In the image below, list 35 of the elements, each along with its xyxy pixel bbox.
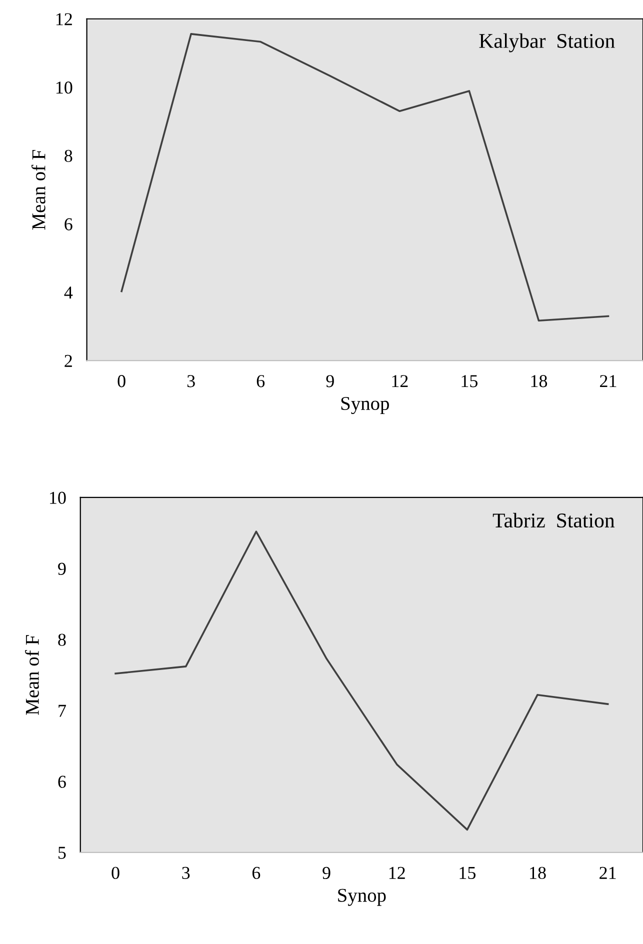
x-axis-title: Synop xyxy=(338,888,386,906)
x-tick-label: 9 xyxy=(326,375,334,388)
x-tick-label: 6 xyxy=(256,375,265,388)
y-tick-label: 8 xyxy=(64,150,72,162)
y-tick-label: 5 xyxy=(58,846,66,859)
x-tick-label: 15 xyxy=(462,375,478,388)
y-tick-label: 4 xyxy=(64,286,73,299)
x-tick-label: 15 xyxy=(460,866,476,880)
x-tick-label: 0 xyxy=(112,866,120,880)
x-tick-label: 21 xyxy=(600,375,616,388)
x-tick-label: 3 xyxy=(187,375,195,388)
y-tick-label: 8 xyxy=(58,634,66,646)
y-tick-label: 10 xyxy=(56,81,72,94)
x-axis-title: Synop xyxy=(341,396,389,414)
x-tick-label: 18 xyxy=(530,866,546,880)
y-axis-title: Mean of F xyxy=(25,635,39,715)
x-tick-label: 12 xyxy=(392,375,408,388)
annotation: Kalybar Station xyxy=(479,33,615,52)
x-tick-label: 9 xyxy=(322,866,330,880)
y-tick-label: 2 xyxy=(64,354,72,367)
x-tick-label: 6 xyxy=(252,866,260,880)
y-axis-title: Mean of F xyxy=(31,150,46,230)
x-tick-label: 0 xyxy=(118,375,126,388)
x-tick-label: 12 xyxy=(389,866,405,879)
line-series xyxy=(114,530,609,831)
y-tick-label: 6 xyxy=(58,776,66,788)
annotation: Tabriz Station xyxy=(492,512,615,528)
x-tick-label: 21 xyxy=(600,866,616,879)
x-tick-label: 3 xyxy=(182,866,190,880)
y-tick-label: 10 xyxy=(50,492,66,504)
y-tick-label: 9 xyxy=(58,562,66,575)
y-tick-label: 6 xyxy=(64,218,72,230)
y-tick-label: 7 xyxy=(58,704,66,717)
y-tick-label: 12 xyxy=(56,13,72,26)
x-tick-label: 18 xyxy=(531,375,548,388)
